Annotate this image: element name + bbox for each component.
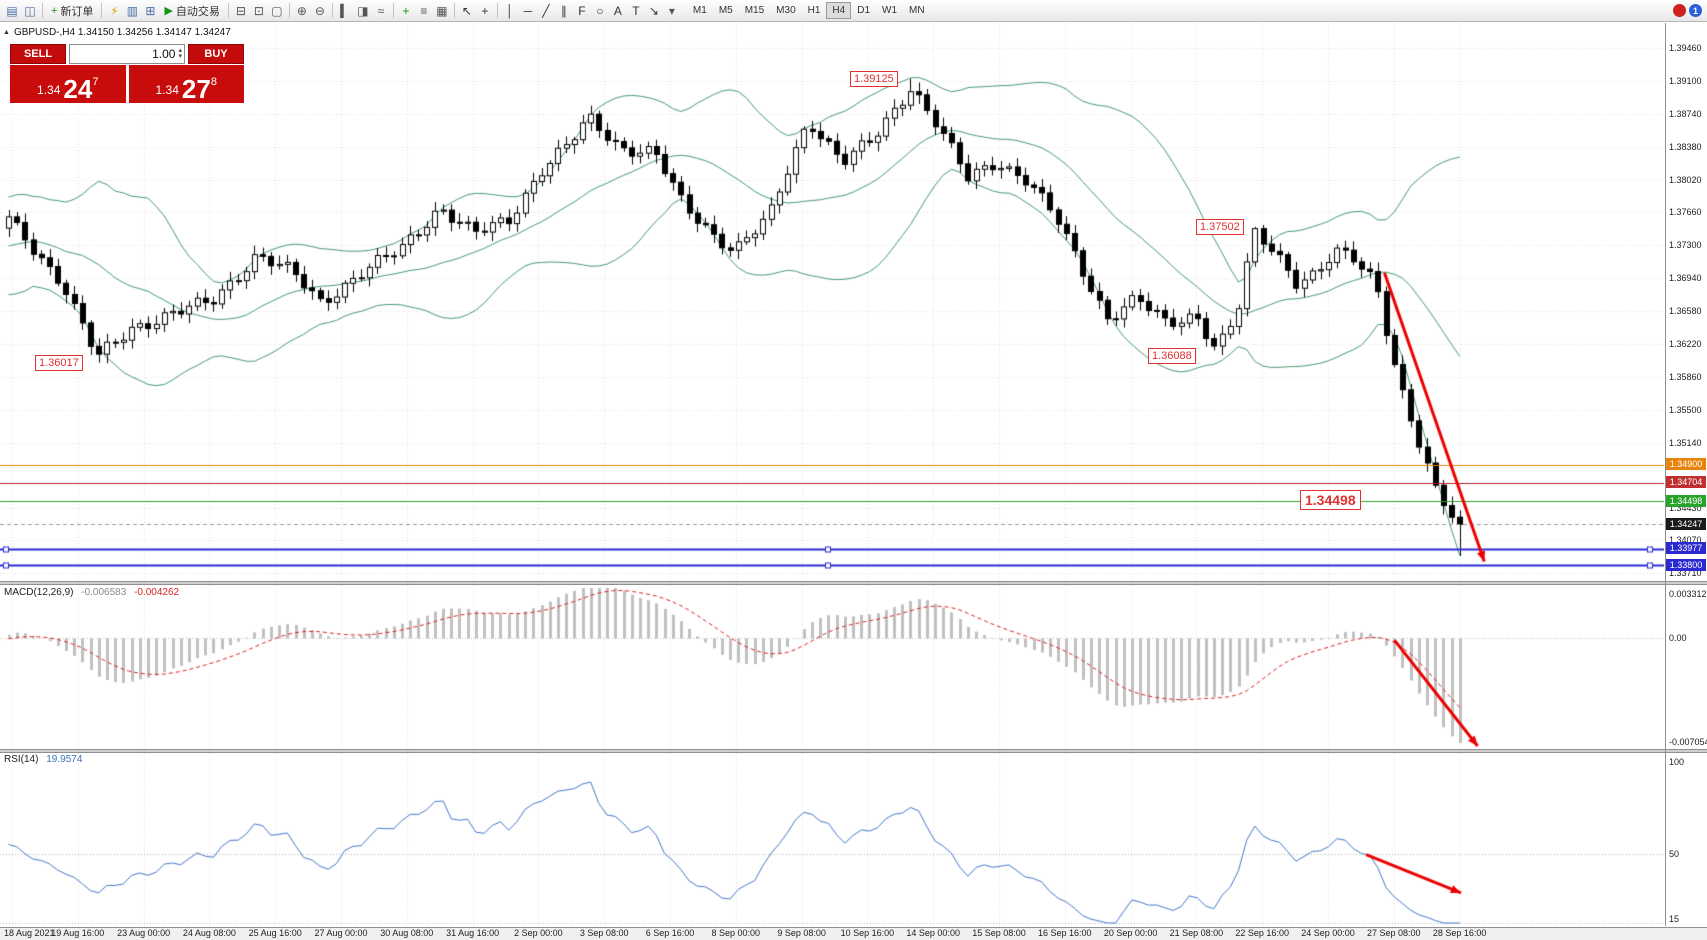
market-watch-icon[interactable]: ▥ [126, 3, 139, 18]
volume-input[interactable]: 1.00 ▴ ▾ [69, 44, 185, 64]
crosshair-icon[interactable]: + [481, 3, 489, 18]
candlestick-mode-icon[interactable]: ◨ [357, 3, 369, 18]
rsi-indicator-label: RSI(14) 19.9574 [4, 754, 82, 765]
toolbar-item-group: ▤ ◫ + 新订单 ⚡ ▥ ⊞ ▶ 自动交易 ⊟ ⊡ ▢ ⊕ ⊖ ▍ ◨ ≈ + ≡ ▦ ↖ + │ ─ ╱ ∥ F ○ A T ↘ ▾ [3, 2, 681, 20]
auto-trading-button-label: 自动交易 [175, 5, 220, 18]
timeframe-h4[interactable]: H4 [826, 2, 852, 19]
label-icon[interactable]: T [632, 3, 640, 18]
shapes-icon[interactable]: ○ [596, 3, 604, 18]
trendline-icon[interactable]: ╱ [542, 3, 550, 18]
price-axis-separator [1665, 23, 1666, 926]
volume-value: 1.00 [152, 47, 176, 61]
sell-price-small: 1.34 [37, 83, 61, 97]
tile-windows-icon[interactable]: ⊟ [235, 3, 246, 18]
toolbar: ▤ ◫ + 新订单 ⚡ ▥ ⊞ ▶ 自动交易 ⊟ ⊡ ▢ ⊕ ⊖ ▍ ◨ ≈ + ≡ ▦ ↖ + │ ─ ╱ ∥ F ○ A T ↘ ▾ M1… [0, 0, 1707, 22]
chart-symbol-header: ▲ GBPUSD-,H4 1.34150 1.34256 1.34147 1.3… [3, 27, 231, 38]
cascade-windows-icon[interactable]: ⊡ [253, 3, 264, 18]
new-order-button[interactable]: + 新订单 [46, 2, 98, 20]
new-order-button-label: 新订单 [60, 5, 94, 18]
buy-price-display[interactable]: 1.34 27 8 [128, 65, 244, 104]
text-icon[interactable]: A [613, 3, 622, 18]
toolbar-separator [496, 3, 498, 18]
toolbar-separator [331, 3, 333, 18]
bar-chart-mode-icon[interactable]: ▍ [340, 3, 350, 18]
new-order-button-icon: + [51, 4, 58, 17]
toolbar-separator [392, 3, 394, 18]
sell-price-sup: 7 [92, 76, 99, 88]
timeframe-group: M1 M5 M15 M30 H1 H4 D1 W1 MN [687, 2, 931, 19]
rsi-panel-divider[interactable] [0, 749, 1707, 753]
horizontal-line-icon[interactable]: ─ [523, 3, 533, 18]
toolbar-separator [227, 3, 229, 18]
buy-price-sup: 8 [210, 76, 217, 88]
macd-indicator-label: MACD(12,26,9) -0.006583 -0.004262 [4, 587, 179, 598]
timeframe-m15[interactable]: M15 [744, 5, 765, 16]
rsi-name: RSI(14) [4, 754, 39, 765]
toolbar-separator [101, 3, 103, 18]
timeframe-m5[interactable]: M5 [718, 5, 733, 16]
arrows-tool-icon[interactable]: ↘ [648, 3, 659, 18]
time-axis-strip [0, 927, 1707, 940]
volume-increase-button[interactable]: ▴ [178, 47, 182, 54]
toolbar-separator [288, 3, 290, 18]
macd-main-value: -0.006583 [81, 587, 127, 598]
new-chart-icon[interactable]: ▤ [6, 3, 18, 18]
templates-icon[interactable]: ▦ [436, 3, 448, 18]
navigator-icon[interactable]: ⊞ [145, 3, 156, 18]
toolbar-separator [453, 3, 455, 18]
chart-collapse-icon[interactable]: ▲ [3, 29, 10, 36]
symbol-ohlc-text: GBPUSD-,H4 1.34150 1.34256 1.34147 1.342… [13, 27, 231, 38]
buy-price-small: 1.34 [155, 83, 179, 97]
one-click-trading-panel: SELL 1.00 ▴ ▾ BUY 1.34 24 7 1.34 27 8 [10, 44, 244, 103]
macd-panel-divider[interactable] [0, 581, 1707, 585]
macd-name: MACD(12,26,9) [4, 587, 74, 598]
sell-price-big: 24 [63, 74, 93, 104]
line-chart-mode-icon[interactable]: ≈ [377, 3, 385, 18]
auto-trading-button[interactable]: ▶ 自动交易 [159, 2, 224, 20]
toolbar-right-group: 1 [1673, 4, 1704, 17]
arrows-dropdown-icon[interactable]: ▾ [668, 3, 675, 18]
cursor-icon[interactable]: ↖ [461, 3, 472, 18]
buy-button[interactable]: BUY [188, 44, 244, 64]
volume-decrease-button[interactable]: ▾ [178, 53, 182, 60]
channel-icon[interactable]: ∥ [560, 3, 567, 18]
timeframe-w1[interactable]: W1 [882, 5, 898, 16]
periods-icon[interactable]: ≡ [420, 3, 428, 18]
timeframe-m1[interactable]: M1 [692, 5, 707, 16]
timeframe-h1[interactable]: H1 [807, 5, 821, 16]
toolbar-separator [42, 3, 43, 18]
notifications-badge[interactable]: 1 [1689, 4, 1702, 17]
timeframe-d1[interactable]: D1 [857, 5, 871, 16]
indicators-icon[interactable]: + [402, 3, 410, 18]
fibonacci-icon[interactable]: F [578, 3, 586, 18]
timeframe-m30[interactable]: M30 [776, 5, 796, 16]
timeframe-mn[interactable]: MN [909, 5, 925, 16]
chart-profiles-icon[interactable]: ◫ [24, 3, 36, 18]
auto-trading-button-icon: ▶ [164, 5, 173, 17]
sell-button[interactable]: SELL [10, 44, 66, 64]
zoom-out-icon[interactable]: ⊖ [314, 3, 325, 18]
rsi-value: 19.9574 [46, 754, 83, 765]
macd-signal-value: -0.004262 [134, 587, 180, 598]
arrange-windows-icon[interactable]: ▢ [271, 3, 283, 18]
sell-price-display[interactable]: 1.34 24 7 [10, 65, 126, 103]
alert-icon[interactable] [1673, 4, 1686, 17]
buy-price-big: 27 [181, 74, 211, 104]
zoom-in-icon[interactable]: ⊕ [296, 3, 307, 18]
expert-advisors-icon[interactable]: ⚡ [110, 3, 119, 18]
vertical-line-icon[interactable]: │ [506, 3, 514, 18]
